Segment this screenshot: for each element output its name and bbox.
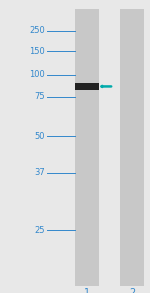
- Text: 25: 25: [34, 226, 45, 234]
- Text: 250: 250: [29, 26, 45, 35]
- Text: 1: 1: [84, 288, 90, 293]
- Text: 2: 2: [129, 288, 135, 293]
- Text: 150: 150: [29, 47, 45, 56]
- Text: 100: 100: [29, 70, 45, 79]
- Text: 37: 37: [34, 168, 45, 177]
- Bar: [75, 9, 99, 286]
- Bar: [120, 9, 144, 286]
- Text: 75: 75: [34, 92, 45, 101]
- Bar: [75, 83, 99, 90]
- Text: 50: 50: [34, 132, 45, 141]
